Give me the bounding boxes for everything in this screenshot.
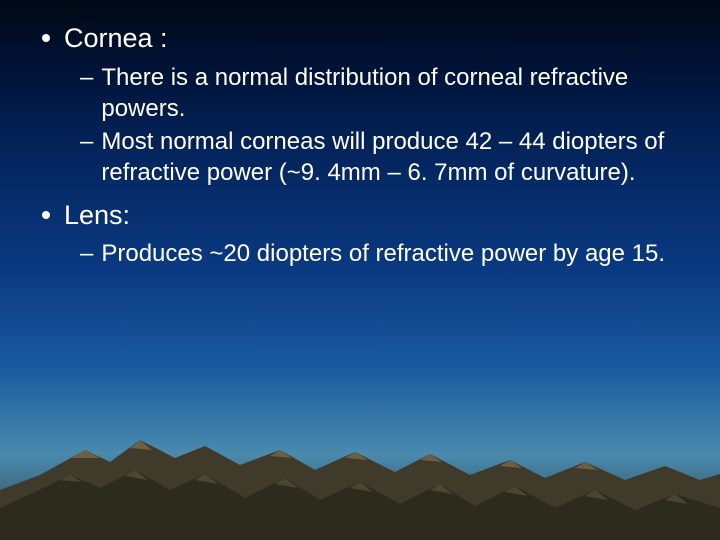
top-bullet-label: Lens:: [64, 199, 130, 233]
dash-icon: –: [80, 62, 93, 93]
top-bullet-list: Cornea : – There is a normal distributio…: [42, 22, 690, 269]
list-item: Lens: – Produces ~20 diopters of refract…: [42, 199, 690, 270]
sub-bullet-list: – There is a normal distribution of corn…: [80, 62, 690, 189]
sub-bullet-list: – Produces ~20 diopters of refractive po…: [80, 238, 690, 269]
list-item: Cornea : – There is a normal distributio…: [42, 22, 690, 189]
top-bullet-label: Cornea :: [64, 22, 168, 56]
mountain-front-path: [0, 470, 720, 540]
mountain-back-path: [0, 440, 720, 540]
dash-icon: –: [80, 126, 93, 157]
slide-content: Cornea : – There is a normal distributio…: [42, 22, 690, 279]
list-item: – Produces ~20 diopters of refractive po…: [80, 238, 690, 269]
bullet-row: Cornea :: [42, 22, 690, 56]
sub-bullet-text: Most normal corneas will produce 42 – 44…: [101, 126, 690, 188]
mountain-back-highlight: [70, 440, 598, 470]
bullet-disc-icon: [42, 211, 50, 219]
list-item: – Most normal corneas will produce 42 – …: [80, 126, 690, 188]
dash-icon: –: [80, 238, 93, 269]
bullet-disc-icon: [42, 34, 50, 42]
mountain-decoration: [0, 380, 720, 540]
mountain-front-highlight: [60, 470, 688, 504]
bullet-row: Lens:: [42, 199, 690, 233]
sub-bullet-text: There is a normal distribution of cornea…: [101, 62, 690, 124]
sub-bullet-text: Produces ~20 diopters of refractive powe…: [101, 238, 665, 269]
list-item: – There is a normal distribution of corn…: [80, 62, 690, 124]
